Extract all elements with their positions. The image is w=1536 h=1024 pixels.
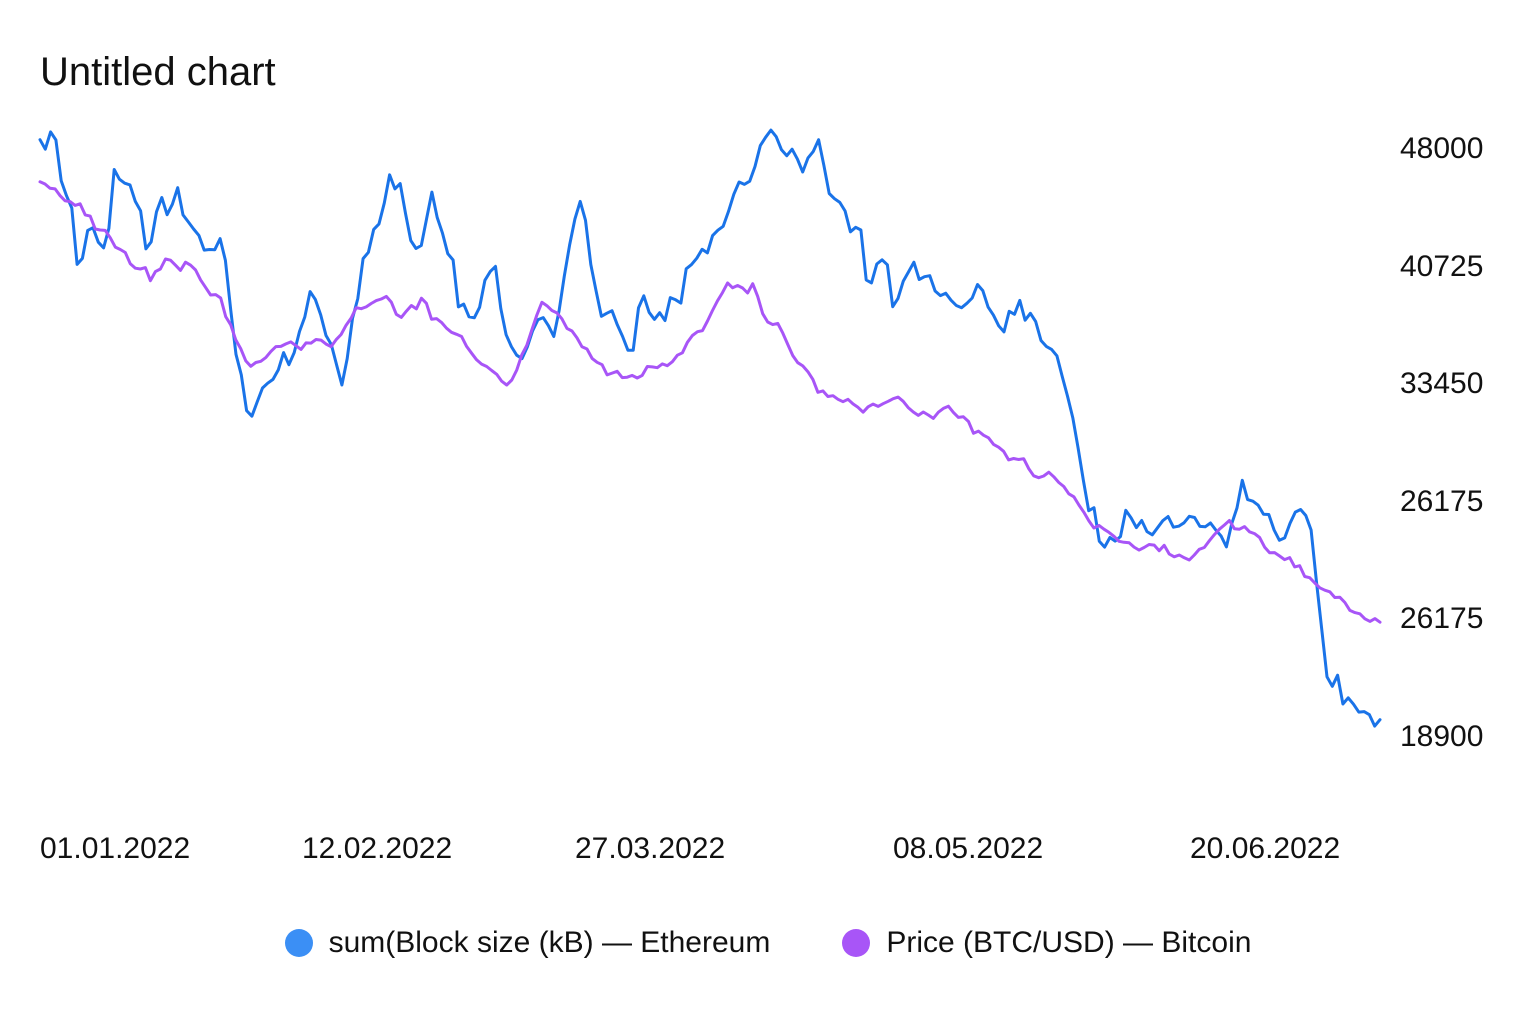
series-lines [38,128,1382,728]
y-tick-label: 33450 [1400,367,1483,400]
legend: sum(Block size (kB) — Ethereum Price (BT… [0,926,1536,960]
x-tick-label: 01.01.2022 [40,832,190,865]
y-tick-label: 18900 [1400,720,1483,753]
legend-dot-bitcoin [842,929,871,957]
legend-dot-ethereum [284,929,313,957]
series-line-bitcoin [38,180,1382,624]
legend-item-ethereum[interactable]: sum(Block size (kB) — Ethereum [284,926,771,960]
legend-item-bitcoin[interactable]: Price (BTC/USD) — Bitcoin [842,926,1251,960]
chart-canvas: 48000 40725 33450 26175 26175 18900 01.01.202… [38,128,1483,865]
y-tick-label: 40725 [1400,250,1483,283]
x-tick-label: 27.03.2022 [575,832,725,865]
x-axis-tick-labels: 01.01.2022 12.02.2022 27.03.2022 08.05.2022… [40,832,1340,865]
chart-title: Untitled chart [40,50,276,94]
x-tick-label: 08.05.2022 [893,832,1043,865]
legend-label-bitcoin: Price (BTC/USD) — Bitcoin [886,926,1252,959]
y-tick-label: 26175 [1400,485,1483,518]
x-tick-label: 20.06.2022 [1190,832,1340,865]
y-axis-tick-labels: 48000 40725 33450 26175 26175 18900 [1400,132,1483,753]
x-tick-label: 12.02.2022 [302,832,452,865]
series-line-ethereum [38,128,1382,728]
y-tick-label: 26175 [1400,602,1483,635]
y-tick-label: 48000 [1400,132,1483,165]
legend-label-ethereum: sum(Block size (kB) — Ethereum [328,926,771,959]
